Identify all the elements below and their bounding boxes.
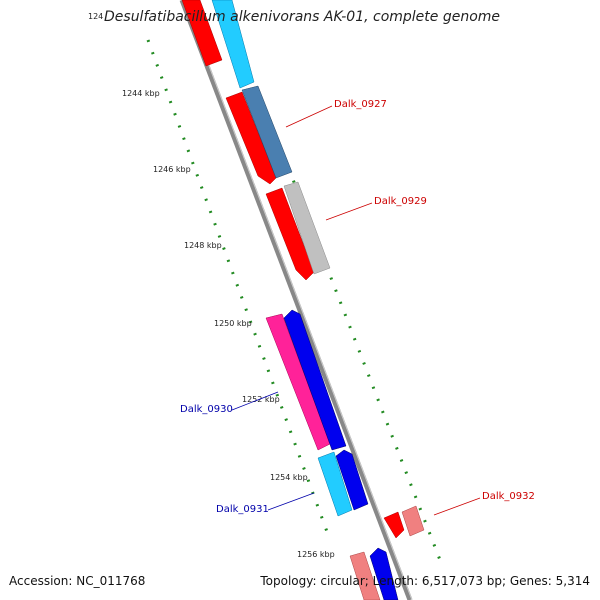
tick-label-1252: 1252 kbp [242, 395, 280, 404]
gene-arrow-red-a[interactable] [225, 91, 277, 185]
genome-backbone-highlight [183, 0, 413, 600]
gene-arrow-red-b[interactable] [265, 187, 315, 281]
leader-line-dalk-0931 [267, 492, 315, 511]
gene-arrow-red-top[interactable] [181, 0, 223, 67]
tick-label-1250: 1250 kbp [214, 319, 252, 328]
genome-backbone [179, 0, 413, 600]
leader-line-dalk-0927 [285, 105, 333, 128]
gene-arrow-blue-b[interactable] [335, 449, 369, 511]
gene-arrow-blue-bottom[interactable] [369, 547, 399, 600]
gene-label-dalk-0927[interactable]: Dalk_0927 [334, 99, 387, 110]
topology-text: Topology: circular; Length: 6,517,073 bp… [260, 574, 590, 588]
gene-label-dalk-0931[interactable]: Dalk_0931 [216, 504, 269, 515]
gene-label-dalk-0930[interactable]: Dalk_0930 [180, 404, 233, 415]
gene-arrow-cyan-a[interactable] [211, 0, 255, 89]
gene-arrow-red-c[interactable] [383, 511, 405, 539]
gene-arrow-blue-a[interactable] [283, 309, 347, 451]
title-tick-label: 124 [88, 12, 104, 21]
gene-arrow-cyan-b[interactable] [317, 451, 353, 517]
gene-arrow-steel[interactable] [241, 85, 293, 179]
map-title: Desulfatibacillum alkenivorans AK-01, co… [104, 9, 501, 25]
leader-line-dalk-0930 [231, 391, 279, 411]
gc-skew-track-inner [146, 39, 332, 541]
accession-text: Accession: NC_011768 [9, 574, 146, 588]
leader-line-dalk-0929 [325, 202, 373, 221]
gene-arrow-salmon-bottom[interactable] [349, 551, 381, 600]
leader-line-dalk-0932 [433, 497, 481, 516]
gene-label-dalk-0929[interactable]: Dalk_0929 [374, 196, 427, 207]
tick-label-1254: 1254 kbp [270, 473, 308, 482]
tick-label-1246: 1246 kbp [153, 165, 191, 174]
gene-arrow-salmon-c[interactable] [401, 505, 425, 537]
gene-arrow-grey[interactable] [283, 181, 331, 275]
tick-label-1256: 1256 kbp [297, 550, 335, 559]
gene-label-dalk-0932[interactable]: Dalk_0932 [482, 491, 535, 502]
tick-label-1248: 1248 kbp [184, 241, 222, 250]
tick-label-1244: 1244 kbp [122, 89, 160, 98]
